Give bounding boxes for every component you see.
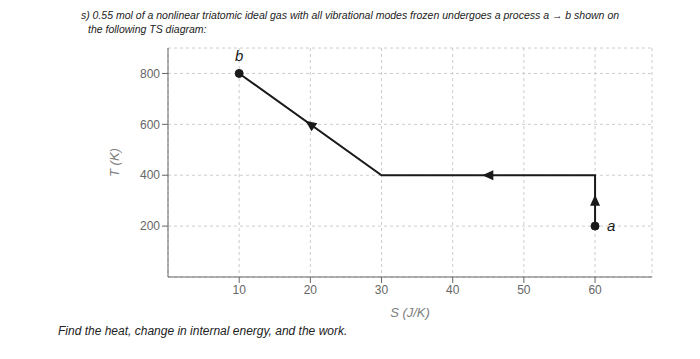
svg-text:600: 600 [140, 118, 160, 132]
html-text:the following TS diagram:: the following TS diagram: [88, 23, 207, 35]
svg-text:800: 800 [140, 67, 160, 81]
html-text:s) 0.55 mol of a nonlinear tri: s) 0.55 mol of a nonlinear triatomic ide… [80, 9, 620, 21]
svg-text:60: 60 [588, 283, 602, 297]
svg-text:T (K): T (K) [107, 148, 122, 177]
svg-text:400: 400 [140, 168, 160, 182]
svg-text:40: 40 [446, 283, 460, 297]
svg-text:20: 20 [304, 283, 318, 297]
html-text:Find the heat, change in inter: Find the heat, change in internal energy… [58, 324, 348, 338]
svg-text:10: 10 [232, 283, 246, 297]
svg-text:b: b [235, 47, 243, 64]
svg-text:50: 50 [517, 283, 531, 297]
svg-text:30: 30 [375, 283, 389, 297]
svg-text:a: a [607, 217, 615, 234]
svg-text:S (J/K): S (J/K) [390, 305, 430, 320]
svg-text:200: 200 [140, 219, 160, 233]
